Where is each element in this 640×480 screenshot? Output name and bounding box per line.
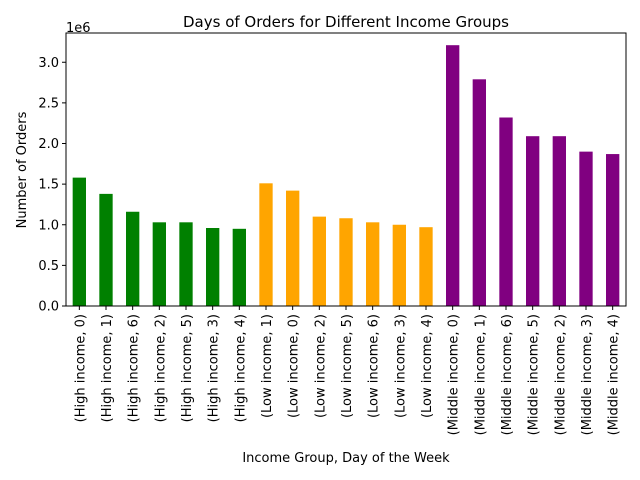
bar	[179, 222, 193, 306]
y-axis-label: Number of Orders	[15, 111, 30, 228]
y-axis-offset-text: 1e6	[66, 21, 91, 36]
x-tick-label: (Low income, 5)	[340, 314, 355, 418]
y-tick-label: 0.0	[38, 300, 59, 315]
x-tick-label: (Middle income, 6)	[500, 314, 515, 435]
bar	[126, 211, 140, 306]
bar	[419, 227, 433, 306]
bar	[499, 117, 513, 306]
x-tick-label: (High income, 6)	[127, 314, 142, 422]
y-tick-label: 1.5	[38, 178, 59, 193]
x-tick-label: (Middle income, 2)	[553, 314, 568, 435]
bar	[339, 218, 353, 306]
x-tick-label: (Low income, 6)	[367, 314, 382, 418]
x-tick-label: (High income, 2)	[153, 314, 168, 422]
y-tick-label: 0.5	[38, 259, 59, 274]
x-tick-label: (High income, 0)	[73, 314, 88, 422]
y-tick-label: 1.0	[38, 218, 59, 233]
x-tick-label: (High income, 1)	[100, 314, 115, 422]
plot-area: (High income, 0) (High income, 1) (High in…	[38, 32, 627, 435]
bar	[232, 228, 246, 306]
bar	[206, 228, 220, 306]
x-tick-label: (High income, 5)	[180, 314, 195, 422]
bar	[579, 151, 593, 307]
bar	[472, 79, 486, 306]
x-tick-label: (High income, 3)	[207, 314, 222, 422]
x-tick-label: (Low income, 3)	[393, 314, 408, 418]
x-tick-label: (Low income, 0)	[287, 314, 302, 418]
bar	[72, 177, 86, 307]
bar	[152, 222, 166, 306]
x-tick-label: (Middle income, 3)	[580, 314, 595, 435]
bar	[446, 45, 460, 306]
y-tick-label: 2.0	[38, 137, 59, 152]
bar	[606, 154, 620, 306]
x-tick-label: (High income, 4)	[233, 314, 248, 422]
bar	[552, 136, 566, 306]
x-tick-label: (Low income, 4)	[420, 314, 435, 418]
bar	[286, 190, 300, 307]
y-tick-label: 3.0	[38, 56, 59, 71]
bar	[526, 136, 540, 306]
bar	[366, 222, 380, 306]
x-tick-label: (Low income, 1)	[260, 314, 275, 418]
x-tick-label: (Low income, 2)	[313, 314, 328, 418]
x-axis-label: Income Group, Day of the Week	[242, 451, 450, 466]
x-tick-label: (Middle income, 4)	[607, 314, 622, 435]
x-tick-label: (Middle income, 0)	[447, 314, 462, 435]
chart-title: Days of Orders for Different Income Grou…	[183, 13, 509, 31]
x-tick-label: (Middle income, 5)	[527, 314, 542, 435]
bar	[99, 193, 113, 307]
y-tick-label: 2.5	[38, 96, 59, 111]
bar	[312, 216, 326, 307]
bar	[259, 183, 273, 306]
x-tick-label: (Middle income, 1)	[473, 314, 488, 435]
bar	[392, 224, 406, 306]
plot-frame	[65, 32, 627, 307]
